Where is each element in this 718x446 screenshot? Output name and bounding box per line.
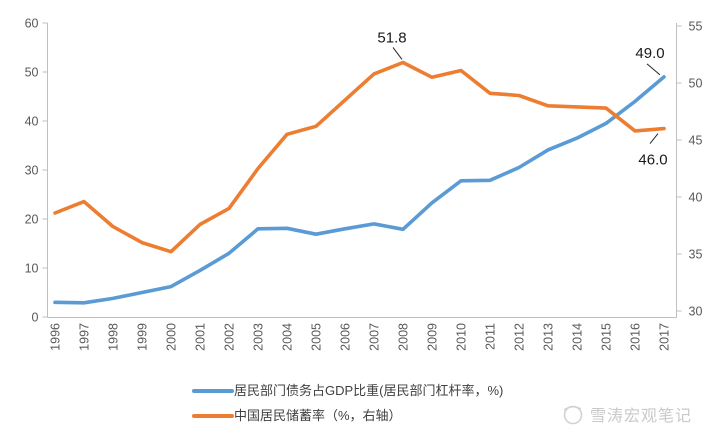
watermark: 雪涛宏观笔记 xyxy=(560,401,692,427)
annotation-value-label: 51.8 xyxy=(377,29,406,46)
annotation-value-label: 46.0 xyxy=(638,152,667,169)
legend-item-savings-rate: 中国居民储蓄率（%，右轴） xyxy=(192,407,503,424)
x-axis-tick-label: 2012 xyxy=(513,323,527,351)
x-axis-tick-label: 2015 xyxy=(600,323,614,351)
x-axis-tick-label: 2006 xyxy=(339,323,353,351)
x-axis-tick-label: 1998 xyxy=(107,323,121,351)
x-axis-tick-label: 1997 xyxy=(78,323,92,351)
left-axis-tick-label: 40 xyxy=(25,115,39,129)
legend-marker-household-leverage xyxy=(192,388,234,393)
left-axis-tick-label: 20 xyxy=(25,213,39,227)
right-axis-tick-label: 45 xyxy=(689,134,703,148)
annotation-leader-line xyxy=(646,63,661,76)
x-axis-tick-label: 2010 xyxy=(455,323,469,351)
legend-label-savings-rate: 中国居民储蓄率（%，右轴） xyxy=(234,408,402,423)
x-axis-tick-label: 2005 xyxy=(310,323,324,351)
x-axis-tick-label: 2002 xyxy=(223,323,237,351)
left-axis-tick-label: 10 xyxy=(25,262,39,276)
left-axis-tick-label: 50 xyxy=(25,66,39,80)
x-axis-tick-label: 2011 xyxy=(484,323,498,350)
watermark-logo-icon xyxy=(560,401,586,427)
annotation-leader-line xyxy=(649,133,659,144)
x-axis-tick-label: 1996 xyxy=(49,323,63,351)
right-axis-tick-label: 50 xyxy=(689,77,703,91)
series-line-household-leverage xyxy=(53,75,666,305)
right-axis-tick-label: 55 xyxy=(689,20,703,34)
annotation-leader-line xyxy=(392,47,403,60)
right-axis-tick-label: 30 xyxy=(689,305,703,319)
right-axis-tick-label: 40 xyxy=(689,191,703,205)
x-axis-tick-label: 1999 xyxy=(136,323,150,351)
x-axis-tick-label: 2009 xyxy=(426,323,440,351)
left-axis-tick-label: 60 xyxy=(25,17,39,31)
series-line-savings-rate xyxy=(53,60,666,254)
x-axis-tick-label: 2014 xyxy=(571,323,585,351)
legend-item-household-leverage: 居民部门债务占GDP比重(居民部门杠杆率，%) xyxy=(192,382,503,399)
watermark-text: 雪涛宏观笔记 xyxy=(590,408,693,425)
x-axis-tick-label: 2000 xyxy=(165,323,179,351)
legend: 居民部门债务占GDP比重(居民部门杠杆率，%) 中国居民储蓄率（%，右轴） xyxy=(192,382,503,424)
x-axis-tick-label: 2004 xyxy=(281,323,295,351)
x-axis-tick-label: 2013 xyxy=(542,323,556,351)
left-axis-tick-label: 30 xyxy=(25,164,39,178)
x-axis-tick-label: 2017 xyxy=(658,323,672,351)
x-axis-tick-label: 2016 xyxy=(629,323,643,351)
x-axis-tick-label: 2003 xyxy=(252,323,266,351)
x-axis-tick-label: 2001 xyxy=(194,323,208,351)
left-axis-tick-label: 0 xyxy=(32,311,39,325)
legend-marker-savings-rate xyxy=(192,413,234,418)
legend-label-household-leverage: 居民部门债务占GDP比重(居民部门杠杆率，%) xyxy=(234,383,504,398)
annotation-value-label: 49.0 xyxy=(635,45,664,62)
x-axis-tick-label: 2008 xyxy=(397,323,411,351)
right-axis-tick-label: 35 xyxy=(689,248,703,262)
x-axis-tick-label: 2007 xyxy=(368,323,382,351)
